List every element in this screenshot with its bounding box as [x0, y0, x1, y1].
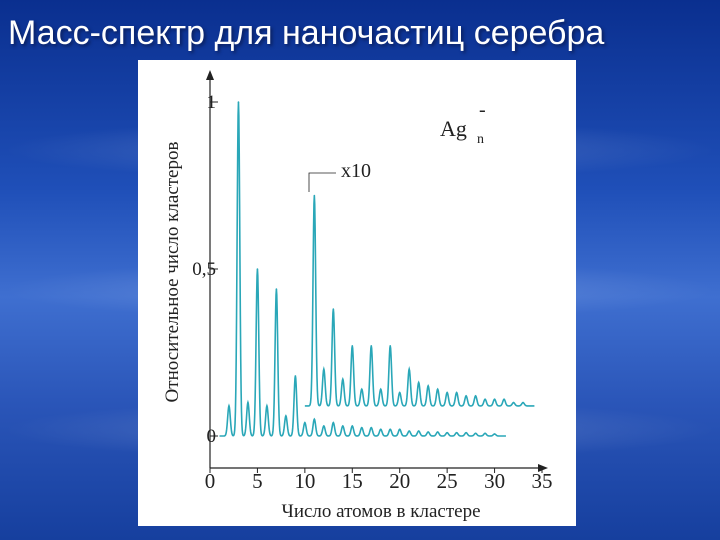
peak-point: [455, 431, 458, 434]
peak-point: [256, 268, 259, 270]
peak-point: [342, 378, 344, 381]
peak-point: [332, 308, 335, 310]
peak-point: [427, 385, 429, 387]
peak-point: [503, 398, 505, 401]
scale-annotation-leader: [308, 172, 336, 192]
series-line-main: [219, 101, 506, 437]
peak-point: [465, 431, 467, 434]
peak-point: [294, 375, 297, 377]
species-symbol: Ag: [440, 116, 467, 141]
peak-point: [332, 421, 335, 424]
peak-point: [313, 194, 316, 197]
x-tick-label: 25: [437, 469, 458, 493]
peak-point: [351, 425, 354, 427]
peak-point: [313, 418, 316, 421]
peak-point: [266, 405, 268, 407]
y-axis-label: Относительное число кластеров: [162, 142, 183, 403]
peak-point: [342, 425, 344, 427]
peak-point: [275, 288, 278, 290]
peak-point: [465, 395, 467, 397]
species-superscript: -: [479, 99, 486, 121]
peak-point: [323, 368, 325, 371]
peak-point: [427, 431, 429, 433]
peak-point: [360, 388, 363, 391]
y-tick-label: 1: [207, 92, 217, 113]
peak-point: [417, 430, 420, 432]
y-tick-label: 0,5: [192, 259, 216, 280]
peak-point: [379, 428, 382, 431]
peak-point: [446, 391, 448, 394]
peak-point: [522, 401, 524, 404]
species-subscript: n: [477, 132, 484, 147]
tick-group: 0 5 10 15 20 25 30 35 0 0,5 1: [192, 92, 552, 493]
peak-point: [228, 405, 230, 407]
peak-point: [484, 398, 486, 401]
series-group: [219, 101, 535, 437]
peak-point: [351, 345, 354, 347]
scale-annotation: x10: [308, 160, 371, 192]
peak-point: [474, 395, 477, 397]
peak-point: [237, 101, 240, 103]
chart-axes: [206, 70, 548, 472]
peak-point: [417, 381, 420, 384]
mass-spectrum-chart: 0 5 10 15 20 25 30 35 0 0,5 1 Относительное число …: [162, 70, 553, 522]
peak-point: [446, 431, 448, 434]
slide-title: Масс-спектр для наночастиц серебра: [8, 14, 605, 52]
peak-point: [512, 401, 515, 404]
x-tick-label: 30: [484, 469, 505, 493]
peak-point: [389, 345, 392, 347]
x-tick-label: 5: [252, 469, 263, 493]
peak-point: [436, 388, 439, 391]
peak-point: [379, 388, 382, 391]
peak-point: [370, 426, 373, 429]
peak-point: [484, 432, 486, 435]
peak-point: [436, 431, 439, 433]
peak-point: [408, 368, 411, 371]
x-tick-label: 10: [294, 469, 315, 493]
y-tick-label: 0: [207, 426, 217, 447]
peak-point: [360, 426, 363, 429]
peak-point: [304, 421, 306, 424]
y-axis-arrow: [206, 70, 214, 80]
peak-point: [493, 433, 496, 435]
x-tick-label: 15: [342, 469, 363, 493]
peak-point: [398, 391, 401, 394]
peak-point: [493, 398, 496, 401]
peak-point: [408, 430, 411, 432]
species-label: Ag n -: [440, 99, 486, 147]
x-axis-arrow: [538, 464, 548, 472]
peak-point: [398, 428, 401, 431]
scale-annotation-label: x10: [341, 160, 371, 182]
x-tick-label: 35: [532, 469, 553, 493]
peak-point: [370, 345, 373, 347]
peak-point: [247, 401, 249, 404]
peak-point: [389, 428, 392, 431]
series-line-x10: [304, 195, 535, 407]
peak-point: [285, 415, 287, 417]
x-tick-label: 20: [389, 469, 410, 493]
peak-point: [474, 432, 477, 435]
chart-panel: 0 5 10 15 20 25 30 35 0 0,5 1 Относительное число …: [138, 60, 576, 526]
x-axis-label: Число атомов в кластере: [281, 501, 480, 522]
x-tick-label: 0: [205, 469, 216, 493]
peak-point: [323, 425, 325, 427]
peak-point: [455, 391, 458, 394]
